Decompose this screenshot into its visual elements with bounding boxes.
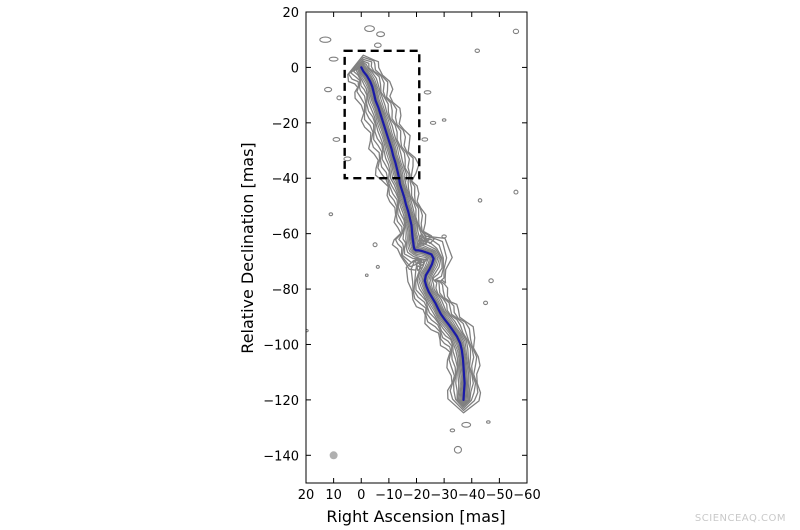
y-tick-label: −60: [272, 228, 299, 243]
x-axis-title: Right Ascension [mas]: [326, 507, 505, 526]
noise-contour: [332, 136, 341, 142]
noise-contour: [513, 189, 519, 195]
y-tick-label: −40: [272, 172, 299, 187]
y-axis-title: Relative Declination [mas]: [238, 142, 257, 353]
y-tick-label: −120: [263, 394, 299, 409]
noise-contour: [328, 56, 339, 62]
y-axis: 20 0 −20 −40 −60 −80 −100 −120 −140: [263, 6, 527, 464]
noise-contours: [306, 25, 520, 454]
noise-contour: [441, 118, 447, 122]
y-tick-label: −20: [272, 117, 299, 132]
x-tick-label: −30: [430, 488, 457, 503]
noise-contour: [488, 278, 494, 284]
noise-contour: [372, 242, 378, 248]
x-tick-label: −60: [513, 488, 540, 503]
y-tick-label: −100: [263, 338, 299, 353]
noise-contour: [423, 90, 432, 95]
plot-area: [306, 25, 520, 460]
x-tick-label: 10: [325, 488, 342, 503]
noise-contour: [376, 31, 386, 38]
y-tick-label: 0: [291, 61, 299, 76]
zoom-box: [343, 49, 421, 180]
noise-contour: [512, 28, 520, 35]
noise-contour: [364, 25, 375, 33]
noise-contour: [343, 156, 352, 162]
jet-contour: [348, 56, 479, 412]
x-tick-label: 20: [298, 488, 315, 503]
noise-contour: [336, 95, 342, 101]
x-tick-label: −40: [458, 488, 485, 503]
noise-contour: [373, 42, 382, 48]
x-tick-label: −10: [375, 488, 402, 503]
noise-contour: [421, 137, 429, 142]
noise-contour: [477, 198, 483, 203]
beam-ellipse: [329, 451, 338, 460]
y-tick-label: 20: [282, 6, 299, 21]
noise-contour: [483, 300, 489, 306]
y-tick-label: −140: [263, 449, 299, 464]
jet-contour: [353, 60, 474, 408]
jet-contour: [350, 58, 477, 410]
noise-contour: [364, 273, 369, 277]
watermark: SCIENCEAQ.COM: [694, 513, 786, 524]
jet-contour: [355, 61, 472, 406]
noise-contour: [319, 36, 332, 43]
noise-contour: [453, 445, 463, 454]
noise-contour: [328, 212, 334, 217]
jet-contours: [347, 54, 482, 414]
y-tick-label: −80: [272, 283, 299, 298]
jet-contour: [347, 54, 482, 414]
x-tick-label: −50: [486, 488, 513, 503]
noise-contour: [324, 86, 333, 93]
noise-contour: [306, 328, 309, 333]
noise-contour: [486, 420, 491, 424]
noise-contour: [429, 120, 437, 125]
noise-contour: [474, 48, 481, 54]
noise-contour: [449, 428, 456, 433]
noise-contour: [441, 234, 447, 239]
jet-ridge-line: [360, 66, 466, 401]
noise-contour: [461, 421, 472, 428]
x-tick-label: −20: [403, 488, 430, 503]
x-tick-label: 0: [357, 488, 365, 503]
jet-contour: [356, 63, 470, 405]
x-axis: 20 10 0 −10 −20 −30 −40 −50 −60: [298, 12, 541, 503]
noise-contour: [375, 264, 380, 269]
